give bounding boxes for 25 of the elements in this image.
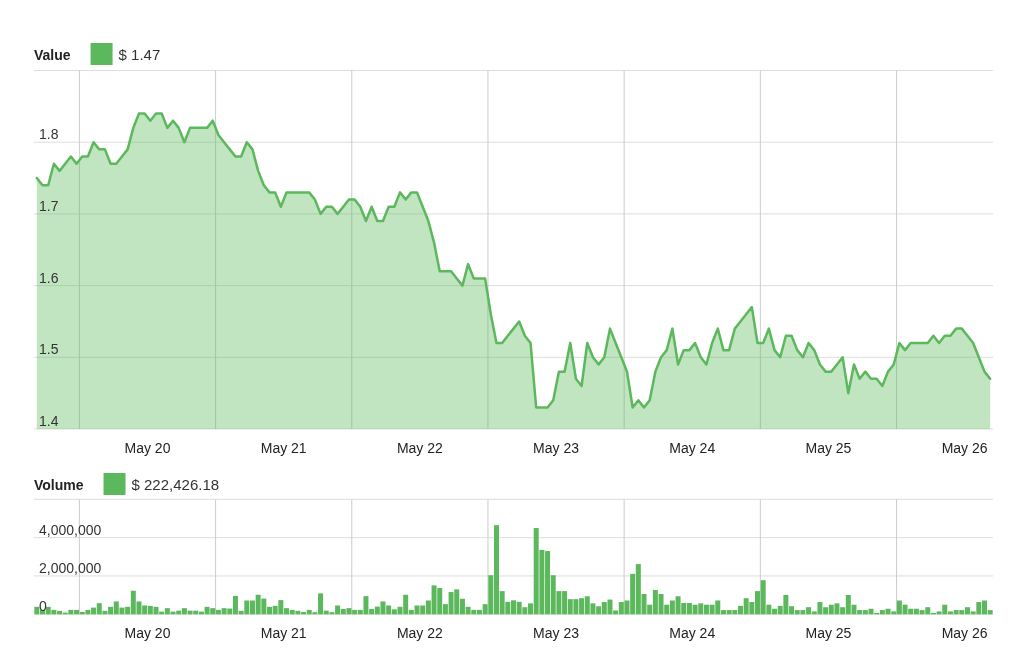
x-tick-label: May 26 [941, 440, 988, 456]
legend-label: $ 1.47 [118, 46, 161, 63]
y-tick-label: 2,000,000 [39, 559, 102, 576]
chart-title: Value [34, 47, 71, 63]
legend-label: $ 222,426.18 [131, 476, 220, 493]
y-tick-label: 1.4 [39, 413, 59, 429]
x-tick-label: May 20 [124, 625, 171, 642]
x-tick-label: May 21 [260, 440, 307, 456]
x-tick-label: May 24 [669, 440, 716, 456]
y-tick-label: 4,000,000 [39, 521, 102, 538]
y-tick-label: 1.5 [39, 341, 59, 358]
x-tick-label: May 22 [396, 440, 444, 456]
y-tick-label: 1.7 [39, 197, 59, 214]
x-tick-label: May 21 [260, 625, 307, 642]
x-tick-label: May 23 [533, 625, 580, 642]
x-tick-label: May 23 [533, 440, 580, 456]
x-tick-label: May 25 [805, 625, 852, 642]
x-tick-label: May 26 [941, 625, 988, 642]
y-tick-label: 1.6 [39, 269, 59, 286]
x-tick-label: May 25 [805, 440, 852, 456]
y-tick-label: 1.8 [39, 126, 59, 143]
x-tick-label: May 22 [396, 625, 444, 642]
chart-title: Volume [34, 477, 84, 493]
x-tick-label: May 24 [669, 625, 716, 642]
x-tick-label: May 20 [124, 440, 171, 456]
